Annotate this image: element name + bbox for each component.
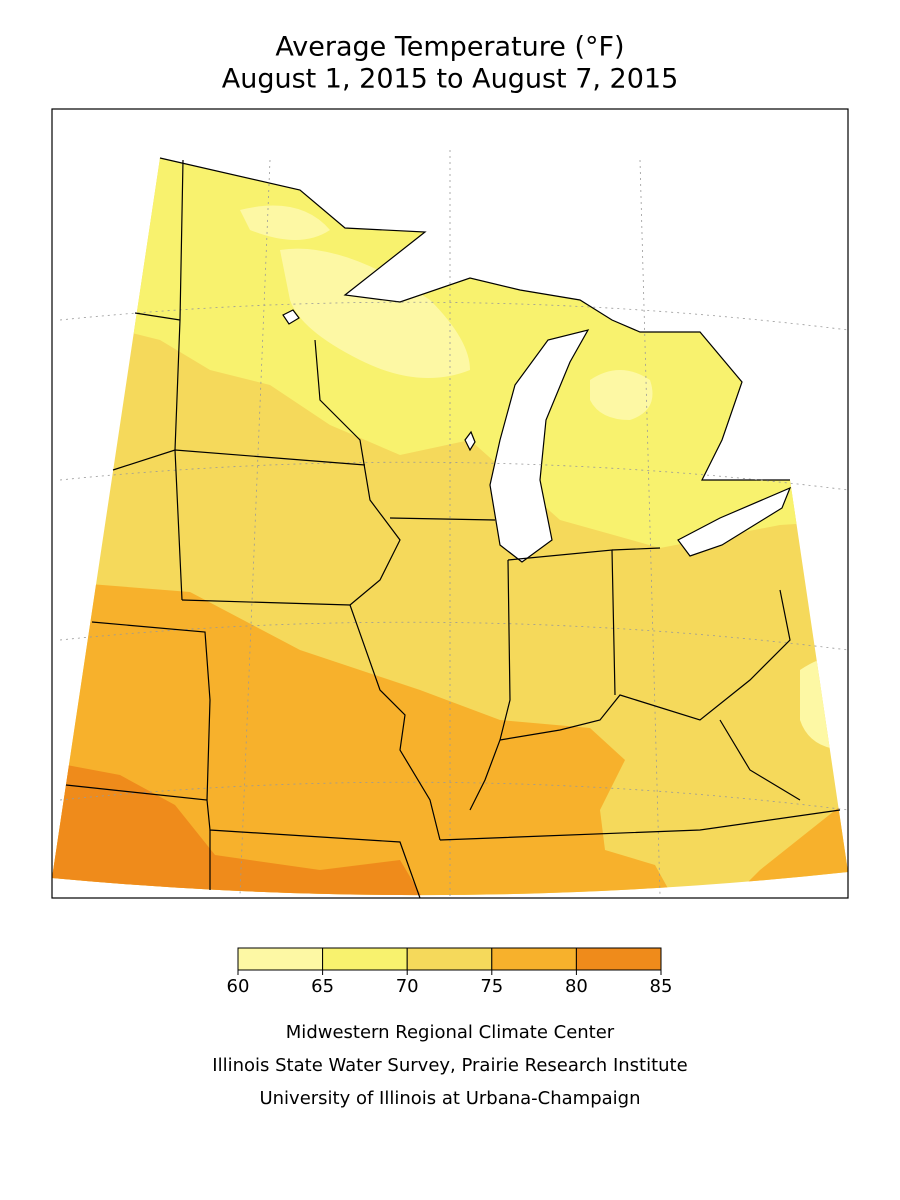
credit-line: Midwestern Regional Climate Center xyxy=(286,1022,615,1043)
legend: 60 65 70 75 80 85 xyxy=(227,947,673,997)
map-title: Average Temperature (°F) xyxy=(275,32,624,63)
legend-tick-label: 65 xyxy=(311,976,334,997)
legend-swatch xyxy=(237,947,324,971)
legend-swatch xyxy=(575,947,662,971)
temperature-zone xyxy=(52,760,430,896)
map-frame xyxy=(51,108,849,899)
lake xyxy=(282,309,300,325)
legend-tick-label: 70 xyxy=(396,976,419,997)
temperature-zone xyxy=(52,580,680,896)
temperature-zone xyxy=(590,370,653,420)
lake-michigan xyxy=(489,329,590,563)
legend-tick-label: 80 xyxy=(565,976,588,997)
temperature-zone xyxy=(240,205,330,240)
coastline xyxy=(159,157,790,481)
temperature-zone xyxy=(280,248,470,378)
legend-tick-label: 60 xyxy=(227,976,250,997)
legend-tick-label: 85 xyxy=(650,976,673,997)
credit-line: University of Illinois at Urbana-Champai… xyxy=(259,1088,640,1109)
grid xyxy=(59,150,849,898)
state-borders xyxy=(65,159,841,899)
credit-line: Illinois State Water Survey, Prairie Res… xyxy=(212,1055,687,1076)
lake-erie xyxy=(677,486,792,557)
legend-swatch xyxy=(491,947,577,971)
legend-swatch xyxy=(322,947,408,971)
no-data-area xyxy=(160,109,848,480)
legend-swatch xyxy=(406,947,493,971)
legend-tick-label: 75 xyxy=(480,976,503,997)
lake xyxy=(464,430,476,452)
credits: Midwestern Regional Climate Center Illino… xyxy=(212,1022,687,1109)
map-subtitle: August 1, 2015 to August 7, 2015 xyxy=(222,64,679,95)
